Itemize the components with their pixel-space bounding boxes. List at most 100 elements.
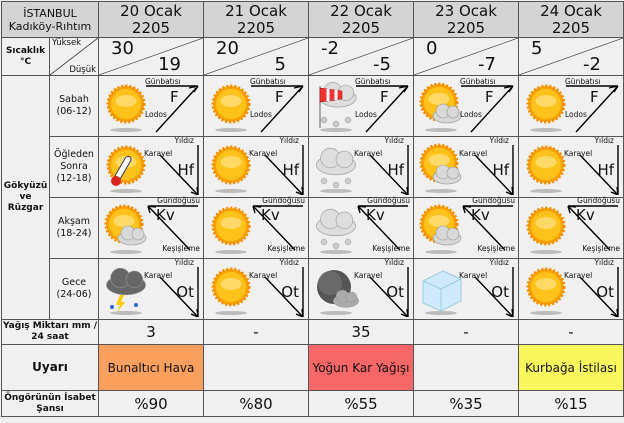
wind-from-label: Günbatısı [460, 77, 496, 86]
wind-to-label: Karayel [564, 271, 593, 280]
day-date: 23 Ocak [435, 1, 497, 20]
wind-to-label: Karayel [144, 149, 173, 158]
temp-cell: -2 -5 [308, 37, 414, 76]
chance-value: %35 [413, 390, 519, 417]
sun-thermometer-icon [106, 145, 146, 193]
weather-cell: Yıldız Karayel Ot [203, 258, 309, 320]
period-name: Öğleden Sonra [54, 149, 94, 172]
sun-cloud-icon [104, 204, 147, 254]
wind-arrow-icon [579, 267, 619, 317]
wind-indicator: Yıldız Karayel Hf [564, 136, 620, 195]
wind-indicator: Yıldız Karayel Ot [459, 258, 515, 317]
period-name: Gece [61, 277, 87, 288]
low-temp: -2 [583, 54, 601, 75]
sun-icon [106, 84, 146, 132]
ice-icon [422, 270, 462, 315]
wind-arrow-icon [252, 205, 303, 251]
wind-from-label: Yıldız [594, 136, 614, 145]
high-temp: 20 [216, 38, 239, 59]
wind-arrow-icon [147, 205, 198, 251]
wind-to-label: Karayel [564, 149, 593, 158]
chance-value: %80 [203, 390, 309, 417]
weather-cell: Günbatısı Lodos F [308, 75, 414, 137]
wind-arrow-icon [369, 145, 409, 195]
wind-arrow-icon [357, 205, 408, 251]
low-temp: 5 [274, 54, 286, 75]
chance-label: Öngörünün İsabet Şansı [1, 390, 99, 417]
wind-code: F [275, 88, 284, 106]
wind-code: Hf [597, 161, 614, 179]
wind-from-label: Yıldız [174, 136, 194, 145]
wind-indicator: Yıldız Karayel Ot [564, 258, 620, 317]
high-label: Yüksek [52, 38, 82, 48]
chance-value: %90 [98, 390, 204, 417]
sun-icon [526, 84, 566, 132]
chance-row: Öngörünün İsabet Şansı %90 %80 %55 %35 %15 [1, 390, 624, 417]
rain-value: 35 [308, 319, 414, 345]
weather-cell: Yıldız Karayel Ot [98, 258, 204, 320]
wind-from-label: Gündoğusu [157, 196, 200, 205]
wind-to-label: Karayel [354, 271, 383, 280]
wind-indicator: Günbatısı Lodos F [249, 77, 305, 134]
weather-cell: Gündoğusu Keşişleme Kv [203, 196, 309, 259]
warning-cell [413, 344, 519, 391]
wind-to-label: Keşişleme [582, 244, 620, 253]
sun-icon [211, 145, 251, 193]
wind-from-label: Gündoğusu [367, 196, 410, 205]
period-label: Gece (24-06) [49, 258, 99, 320]
wind-to-label: Keşişleme [162, 244, 200, 253]
location-cell: İSTANBUL Kadıköy-Rıhtım [1, 1, 99, 38]
period-row: Akşam (18-24) Gündoğusu Keşişleme Kv Günd… [2, 196, 624, 259]
sun-cloud-icon [419, 82, 462, 132]
sun-icon [526, 267, 566, 315]
wind-code: Kv [366, 206, 385, 224]
wind-code: Hf [177, 161, 194, 179]
wind-to-label: Karayel [249, 149, 278, 158]
weather-cell: Yıldız Karayel Ot [413, 258, 519, 320]
temp-cell: 0 -7 [413, 37, 519, 76]
wind-to-label: Lodos [145, 110, 167, 119]
day-year: 2205 [341, 18, 381, 37]
wind-indicator: Yıldız Karayel Hf [459, 136, 515, 195]
wind-from-label: Günbatısı [145, 77, 181, 86]
period-name: Sabah [59, 94, 89, 105]
period-row: Öğleden Sonra (12-18) Yıldız Karayel Hf Y… [2, 136, 624, 198]
wind-indicator: Gündoğusu Keşişleme Kv [564, 196, 620, 256]
day-year: 2205 [236, 18, 276, 37]
weather-cell: Yıldız Karayel Hf [518, 136, 624, 198]
high-low-legend: Yüksek Düşük [49, 37, 99, 76]
wind-code: F [380, 88, 389, 106]
rain-value: 3 [98, 319, 204, 345]
period-row: Gece (24-06) Yıldız Karayel Ot Yıldız Kar… [2, 258, 624, 320]
high-temp: 5 [531, 38, 543, 59]
day-header: 20 Ocak 2205 [98, 1, 204, 38]
wind-indicator: Günbatısı Lodos F [564, 77, 620, 134]
period-label: Sabah (06-12) [49, 75, 99, 137]
weather-cell: Gündoğusu Keşişleme Kv [98, 196, 204, 259]
wind-indicator: Yıldız Karayel Hf [354, 136, 410, 195]
chance-value: %15 [518, 390, 624, 417]
wind-from-label: Yıldız [594, 258, 614, 267]
wind-code: F [590, 88, 599, 106]
wind-arrow-icon [579, 145, 619, 195]
city: İSTANBUL [23, 6, 77, 20]
warning-cell: Yoğun Kar Yağışı [308, 344, 414, 391]
wind-code: Kv [156, 206, 175, 224]
warning-cell: Bunaltıcı Hava [98, 344, 204, 391]
wind-arrow-icon [356, 85, 409, 133]
cloud-snow-icon [316, 147, 356, 193]
weather-cell: Yıldız Karayel Hf [308, 136, 414, 198]
temp-label: Sıcaklık °C [1, 37, 50, 76]
wind-to-label: Lodos [460, 110, 482, 119]
sun-cloud-icon [419, 204, 462, 254]
sun-icon [211, 84, 251, 132]
wind-to-label: Karayel [459, 149, 488, 158]
high-temp: 0 [426, 38, 438, 59]
wind-from-label: Günbatısı [250, 77, 286, 86]
day-year: 2205 [551, 18, 591, 37]
period-label: Öğleden Sonra (12-18) [49, 136, 99, 198]
chance-value: %55 [308, 390, 414, 417]
wind-code: Kv [261, 206, 280, 224]
weather-cell: Gündoğusu Keşişleme Kv [308, 196, 414, 259]
weather-cell: Yıldız Karayel Ot [308, 258, 414, 320]
